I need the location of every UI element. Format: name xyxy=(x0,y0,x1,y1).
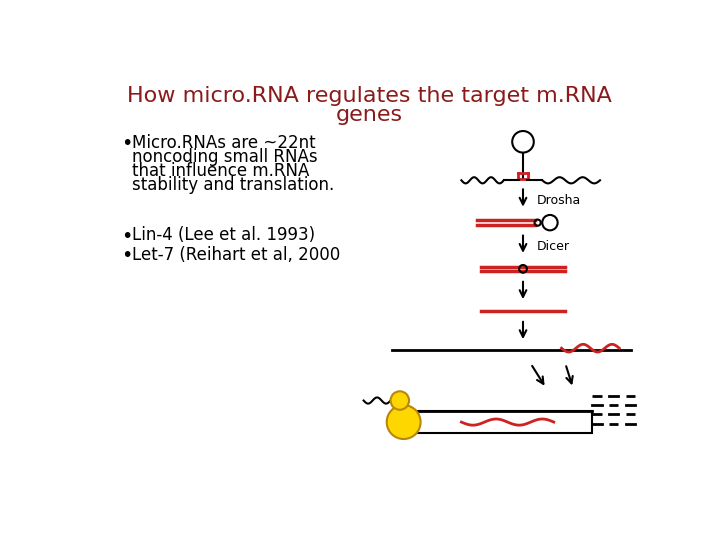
Bar xyxy=(392,411,593,433)
Text: Micro.RNAs are ~22nt: Micro.RNAs are ~22nt xyxy=(132,134,315,152)
Text: stability and translation.: stability and translation. xyxy=(132,176,334,194)
Circle shape xyxy=(387,405,420,439)
Circle shape xyxy=(390,392,409,410)
Text: Dicer: Dicer xyxy=(537,240,570,253)
Text: Lin-4 (Lee et al. 1993): Lin-4 (Lee et al. 1993) xyxy=(132,226,315,245)
Text: Let-7 (Reihart et al, 2000: Let-7 (Reihart et al, 2000 xyxy=(132,246,340,264)
Text: noncoding small RNAs: noncoding small RNAs xyxy=(132,148,318,166)
Text: •: • xyxy=(121,226,132,246)
Text: •: • xyxy=(121,134,132,153)
Text: •: • xyxy=(121,246,132,265)
Text: How micro.RNA regulates the target m.RNA: How micro.RNA regulates the target m.RNA xyxy=(127,86,611,106)
Text: that influence m.RNA: that influence m.RNA xyxy=(132,162,309,180)
Text: Drosha: Drosha xyxy=(537,194,581,207)
Text: genes: genes xyxy=(336,105,402,125)
